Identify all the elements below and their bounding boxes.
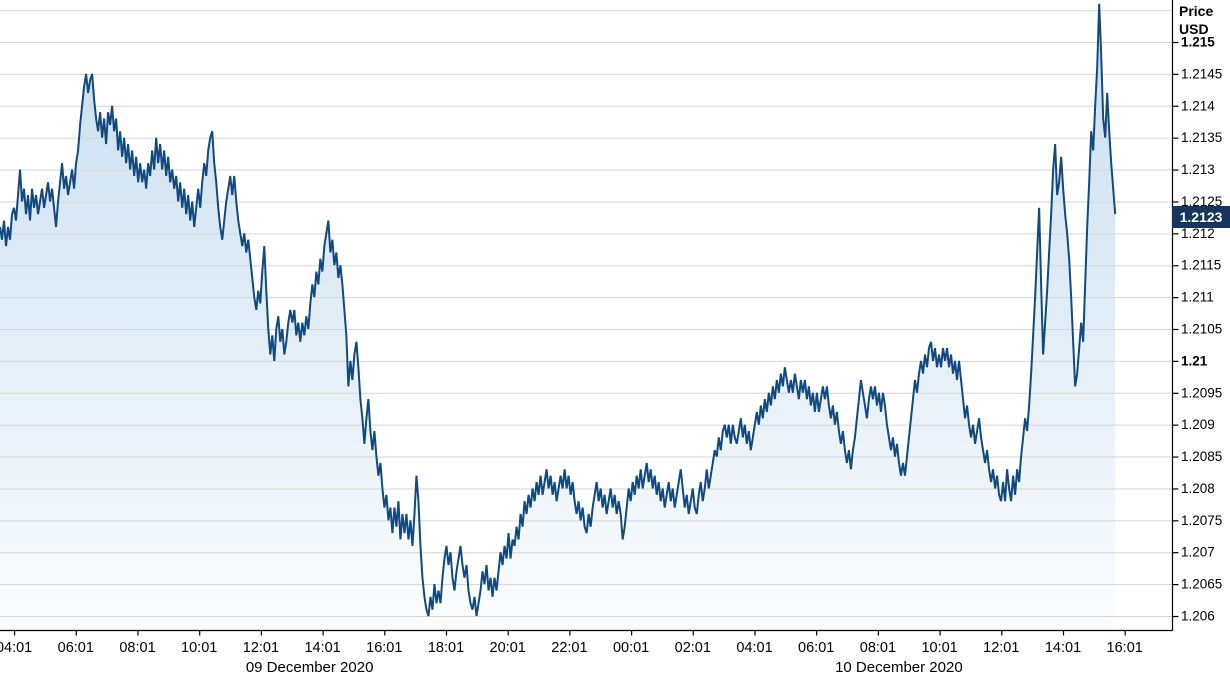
x-tick-label: 16:01 bbox=[366, 640, 402, 656]
y-tick-label: 1.214 bbox=[1181, 98, 1215, 113]
y-tick-label: 1.215 bbox=[1181, 35, 1215, 50]
x-tick-label: 06:01 bbox=[798, 640, 834, 656]
current-price-badge: 1.2123 bbox=[1172, 206, 1230, 228]
x-tick-label: 14:01 bbox=[1045, 640, 1081, 656]
x-tick-label: 02:01 bbox=[675, 640, 711, 656]
x-tick-label: 08:01 bbox=[119, 640, 155, 656]
y-tick-label: 1.21 bbox=[1181, 353, 1208, 368]
x-tick-label: 18:01 bbox=[428, 640, 464, 656]
y-tick-label: 1.2065 bbox=[1181, 577, 1222, 592]
y-tick-label: 1.2075 bbox=[1181, 513, 1222, 528]
y-tick-label: 1.208 bbox=[1181, 481, 1215, 496]
y-tick-label: 1.207 bbox=[1181, 545, 1215, 560]
y-tick-label: 1.2115 bbox=[1181, 258, 1221, 273]
y-tick-label: 1.2105 bbox=[1181, 322, 1222, 337]
x-tick-label: 12:01 bbox=[983, 640, 1019, 656]
y-tick-label: 1.2145 bbox=[1181, 66, 1222, 81]
y-axis-title: Price USD bbox=[1179, 2, 1213, 38]
y-tick-label: 1.2095 bbox=[1181, 385, 1222, 400]
y-axis-title-line1: Price bbox=[1179, 3, 1214, 19]
x-axis-date-label: 10 December 2020 bbox=[835, 659, 963, 676]
x-axis-date-label: 09 December 2020 bbox=[246, 659, 374, 676]
y-tick-label: 1.209 bbox=[1181, 417, 1215, 432]
y-tick-label: 1.2125 bbox=[1181, 194, 1222, 209]
x-tick-label: 04:01 bbox=[736, 640, 772, 656]
x-tick-label: 22:01 bbox=[551, 640, 587, 656]
x-tick-label: 10:01 bbox=[181, 640, 217, 656]
price-area-fill bbox=[0, 3, 1116, 631]
y-tick-label: 1.212 bbox=[1181, 226, 1215, 241]
x-tick-label: 20:01 bbox=[490, 640, 526, 656]
x-tick-label: 04:01 bbox=[0, 640, 32, 656]
y-tick-label: 1.213 bbox=[1181, 162, 1215, 177]
x-tick-label: 06:01 bbox=[58, 640, 94, 656]
x-tick-label: 08:01 bbox=[860, 640, 896, 656]
y-tick-label: 1.2085 bbox=[1181, 449, 1222, 464]
price-line bbox=[0, 3, 1117, 617]
y-tick-label: 1.2135 bbox=[1181, 130, 1222, 145]
y-tick-label: 1.206 bbox=[1181, 609, 1215, 624]
x-tick-label: 00:01 bbox=[613, 640, 649, 656]
x-tick-label: 12:01 bbox=[243, 640, 279, 656]
x-tick-label: 16:01 bbox=[1107, 640, 1143, 656]
y-axis-title-line2: USD bbox=[1179, 21, 1209, 37]
x-tick-label: 14:01 bbox=[304, 640, 340, 656]
x-tick-label: 10:01 bbox=[921, 640, 957, 656]
y-tick-label: 1.211 bbox=[1181, 290, 1214, 305]
